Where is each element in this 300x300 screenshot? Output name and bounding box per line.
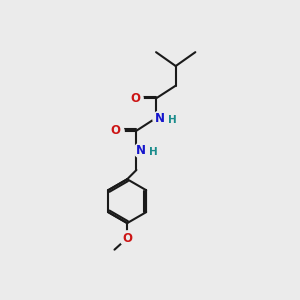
Text: O: O	[122, 232, 132, 244]
Text: H: H	[149, 147, 158, 157]
Text: H: H	[168, 115, 177, 125]
Text: N: N	[136, 144, 146, 157]
Text: N: N	[155, 112, 165, 124]
Text: O: O	[111, 124, 121, 137]
Text: O: O	[130, 92, 140, 105]
